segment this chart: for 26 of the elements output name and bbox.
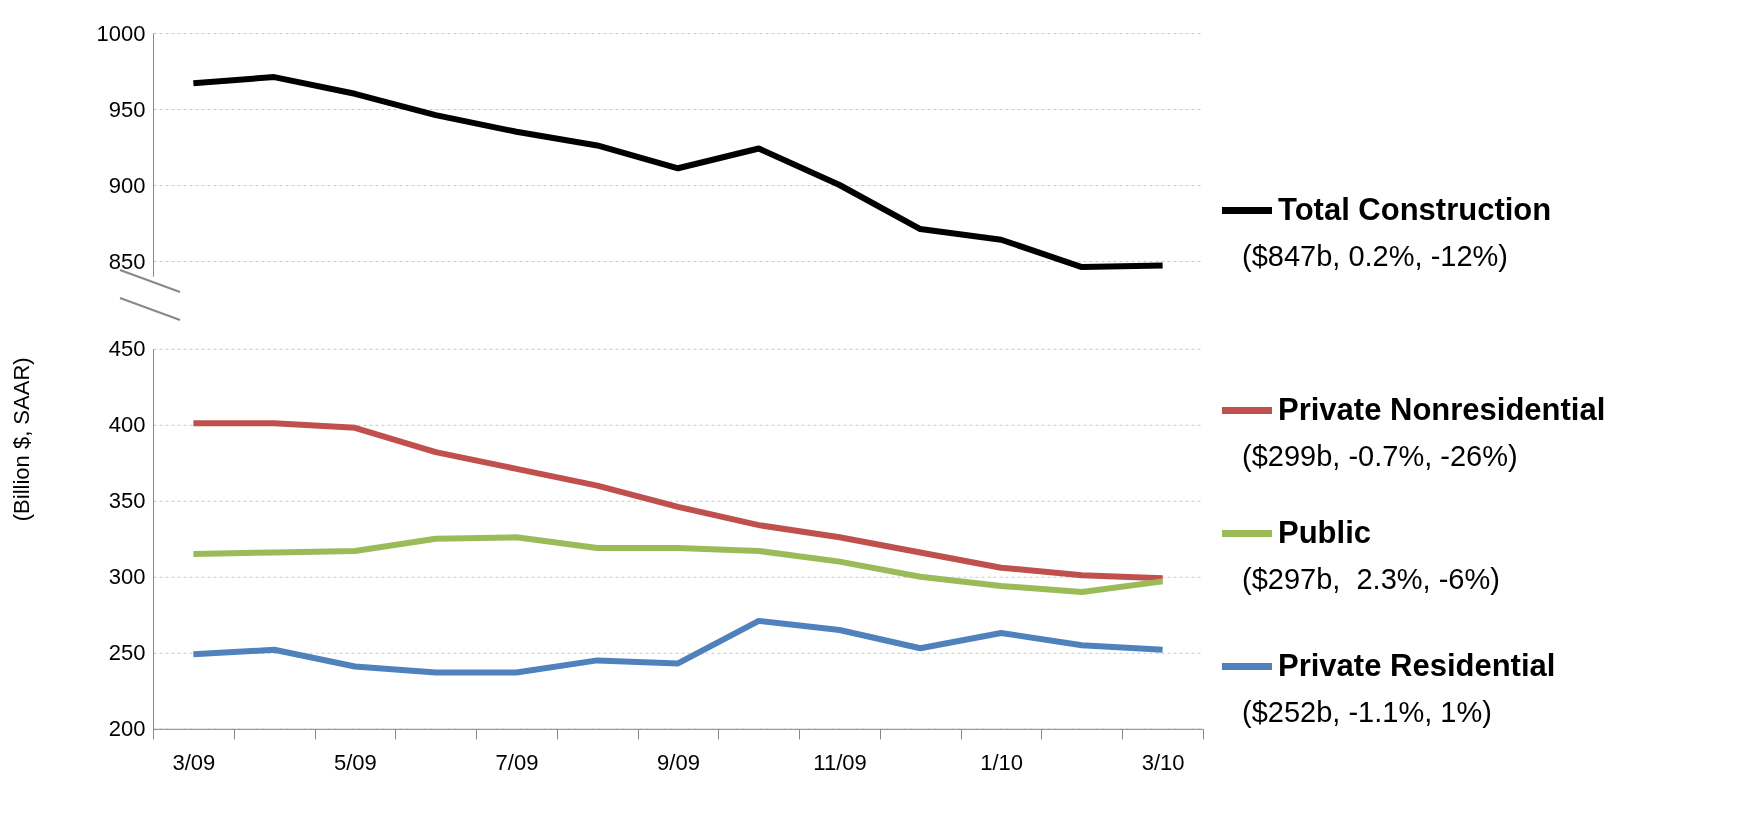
- x-tick-label: 11/09: [813, 750, 867, 776]
- legend-label: Total Construction: [1277, 192, 1552, 228]
- text: ($252b, -1.1%, 1%): [1242, 696, 1493, 729]
- y-tick-label: 200: [108, 716, 146, 742]
- x-tick-label: 7/09: [495, 750, 539, 776]
- text: ($847b, 0.2%, -12%): [1242, 240, 1509, 273]
- text: ($297b, 2.3%, -6%): [1242, 563, 1500, 596]
- y-axis-title: (Billion $, SAAR): [8, 357, 34, 522]
- y-tick-label: 850: [108, 248, 146, 274]
- legend-label: Private Nonresidential: [1277, 392, 1606, 428]
- legend-label: Private Residential: [1277, 648, 1556, 684]
- y-tick-label: 950: [108, 96, 146, 122]
- text: ($299b, -0.7%, -26%): [1242, 440, 1519, 473]
- x-tick-label: 3/09: [172, 750, 216, 776]
- y-tick-label: 1000: [96, 20, 146, 46]
- y-tick-label: 250: [108, 640, 146, 666]
- x-tick-label: 5/09: [334, 750, 377, 776]
- y-tick-label: 350: [108, 488, 146, 514]
- legend-label: Public: [1277, 515, 1372, 551]
- x-tick-label: 1/10: [980, 750, 1023, 776]
- y-tick-label: 900: [108, 172, 146, 198]
- x-tick-label: 3/10: [1141, 750, 1185, 776]
- y-tick-label: 400: [108, 412, 146, 438]
- y-tick-label: 300: [108, 564, 146, 590]
- x-tick-label: 9/09: [657, 750, 700, 776]
- y-tick-label: 450: [108, 336, 146, 362]
